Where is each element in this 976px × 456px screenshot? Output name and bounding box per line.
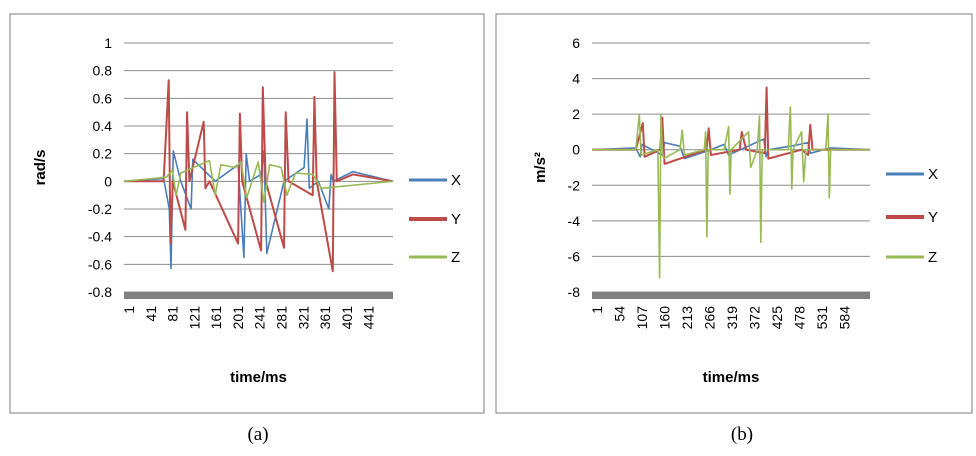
x-tick-label: 1 (589, 306, 605, 314)
series-line-y (124, 71, 394, 273)
y-tick-label: -0.2 (88, 201, 112, 217)
y-tick-label: 0.4 (93, 118, 113, 134)
x-tick-label: 54 (612, 306, 628, 322)
chart-a: 1 0.8 0.6 0.4 0.2 0 -0.2 -0.4 -0.6 -0.8 1 41 81 121 16… (9, 13, 485, 414)
y-tick-label: 6 (572, 35, 580, 51)
y-tick-label: 0.2 (93, 146, 113, 162)
y-tick-label: -0.8 (88, 284, 112, 300)
x-tick-label: 81 (165, 306, 181, 322)
x-tick-label: 531 (814, 306, 830, 330)
caption-b: (b) (730, 424, 754, 445)
legend-label-y: Y (928, 209, 938, 226)
x-tick-label: 160 (657, 306, 673, 330)
legend-label-x: X (928, 166, 938, 183)
y-tick-label: -0.6 (88, 256, 112, 272)
caption-a: (a) (247, 424, 269, 445)
y-tick-label: 2 (572, 106, 580, 122)
x-tick-label: 107 (634, 306, 650, 330)
legend-label-z: Z (928, 249, 937, 266)
x-tick-label: 319 (724, 306, 740, 330)
y-axis-label: rad/s (32, 150, 49, 186)
x-tick-label: 241 (252, 306, 268, 330)
y-tick-label: 0 (104, 173, 112, 189)
x-tick-label: 401 (339, 306, 355, 330)
chart-frame (495, 13, 973, 414)
y-axis-label: m/s² (532, 152, 549, 183)
x-tick-label: 161 (208, 306, 224, 330)
y-tick-label: 0 (572, 142, 580, 158)
x-axis-band (124, 292, 393, 299)
x-tick-label: 441 (361, 306, 377, 330)
x-tick-label: 425 (769, 306, 785, 330)
y-tick-label: -4 (568, 213, 581, 229)
x-tick-label: 1 (121, 306, 137, 314)
y-tick-label: -0.4 (88, 229, 112, 245)
y-tick-label: -6 (568, 248, 581, 264)
chart-b: 6 4 2 0 -2 -4 -6 -8 1 54 107 160 213 266 319 372 425 478 5… (495, 13, 973, 414)
series-line-z (123, 159, 394, 203)
y-tick-label: -8 (568, 284, 581, 300)
y-tick-label: -2 (568, 177, 581, 193)
legend-label-x: X (451, 172, 461, 189)
y-tick-label: 0.6 (93, 90, 113, 106)
legend-label-z: Z (451, 249, 460, 266)
x-tick-label: 361 (317, 306, 333, 330)
x-tick-label: 372 (747, 306, 763, 330)
x-tick-label: 41 (143, 306, 159, 322)
x-tick-label: 213 (679, 306, 695, 330)
x-tick-label: 281 (273, 306, 289, 330)
series-line-x (123, 118, 394, 270)
x-axis-label: time/ms (703, 369, 760, 386)
y-tick-label: 0.8 (93, 63, 113, 79)
x-tick-label: 121 (186, 306, 202, 330)
x-tick-label: 321 (295, 306, 311, 330)
y-tick-label: 4 (572, 71, 580, 87)
legend-label-y: Y (451, 211, 461, 228)
x-tick-label: 201 (230, 306, 246, 330)
x-tick-label: 584 (837, 306, 853, 330)
x-axis-label: time/ms (230, 369, 287, 386)
x-tick-label: 478 (792, 306, 808, 330)
x-axis-band (592, 292, 870, 299)
series-line-z (592, 106, 870, 279)
chart-frame (9, 13, 485, 414)
x-tick-label: 266 (702, 306, 718, 330)
y-tick-label: 1 (104, 35, 112, 51)
